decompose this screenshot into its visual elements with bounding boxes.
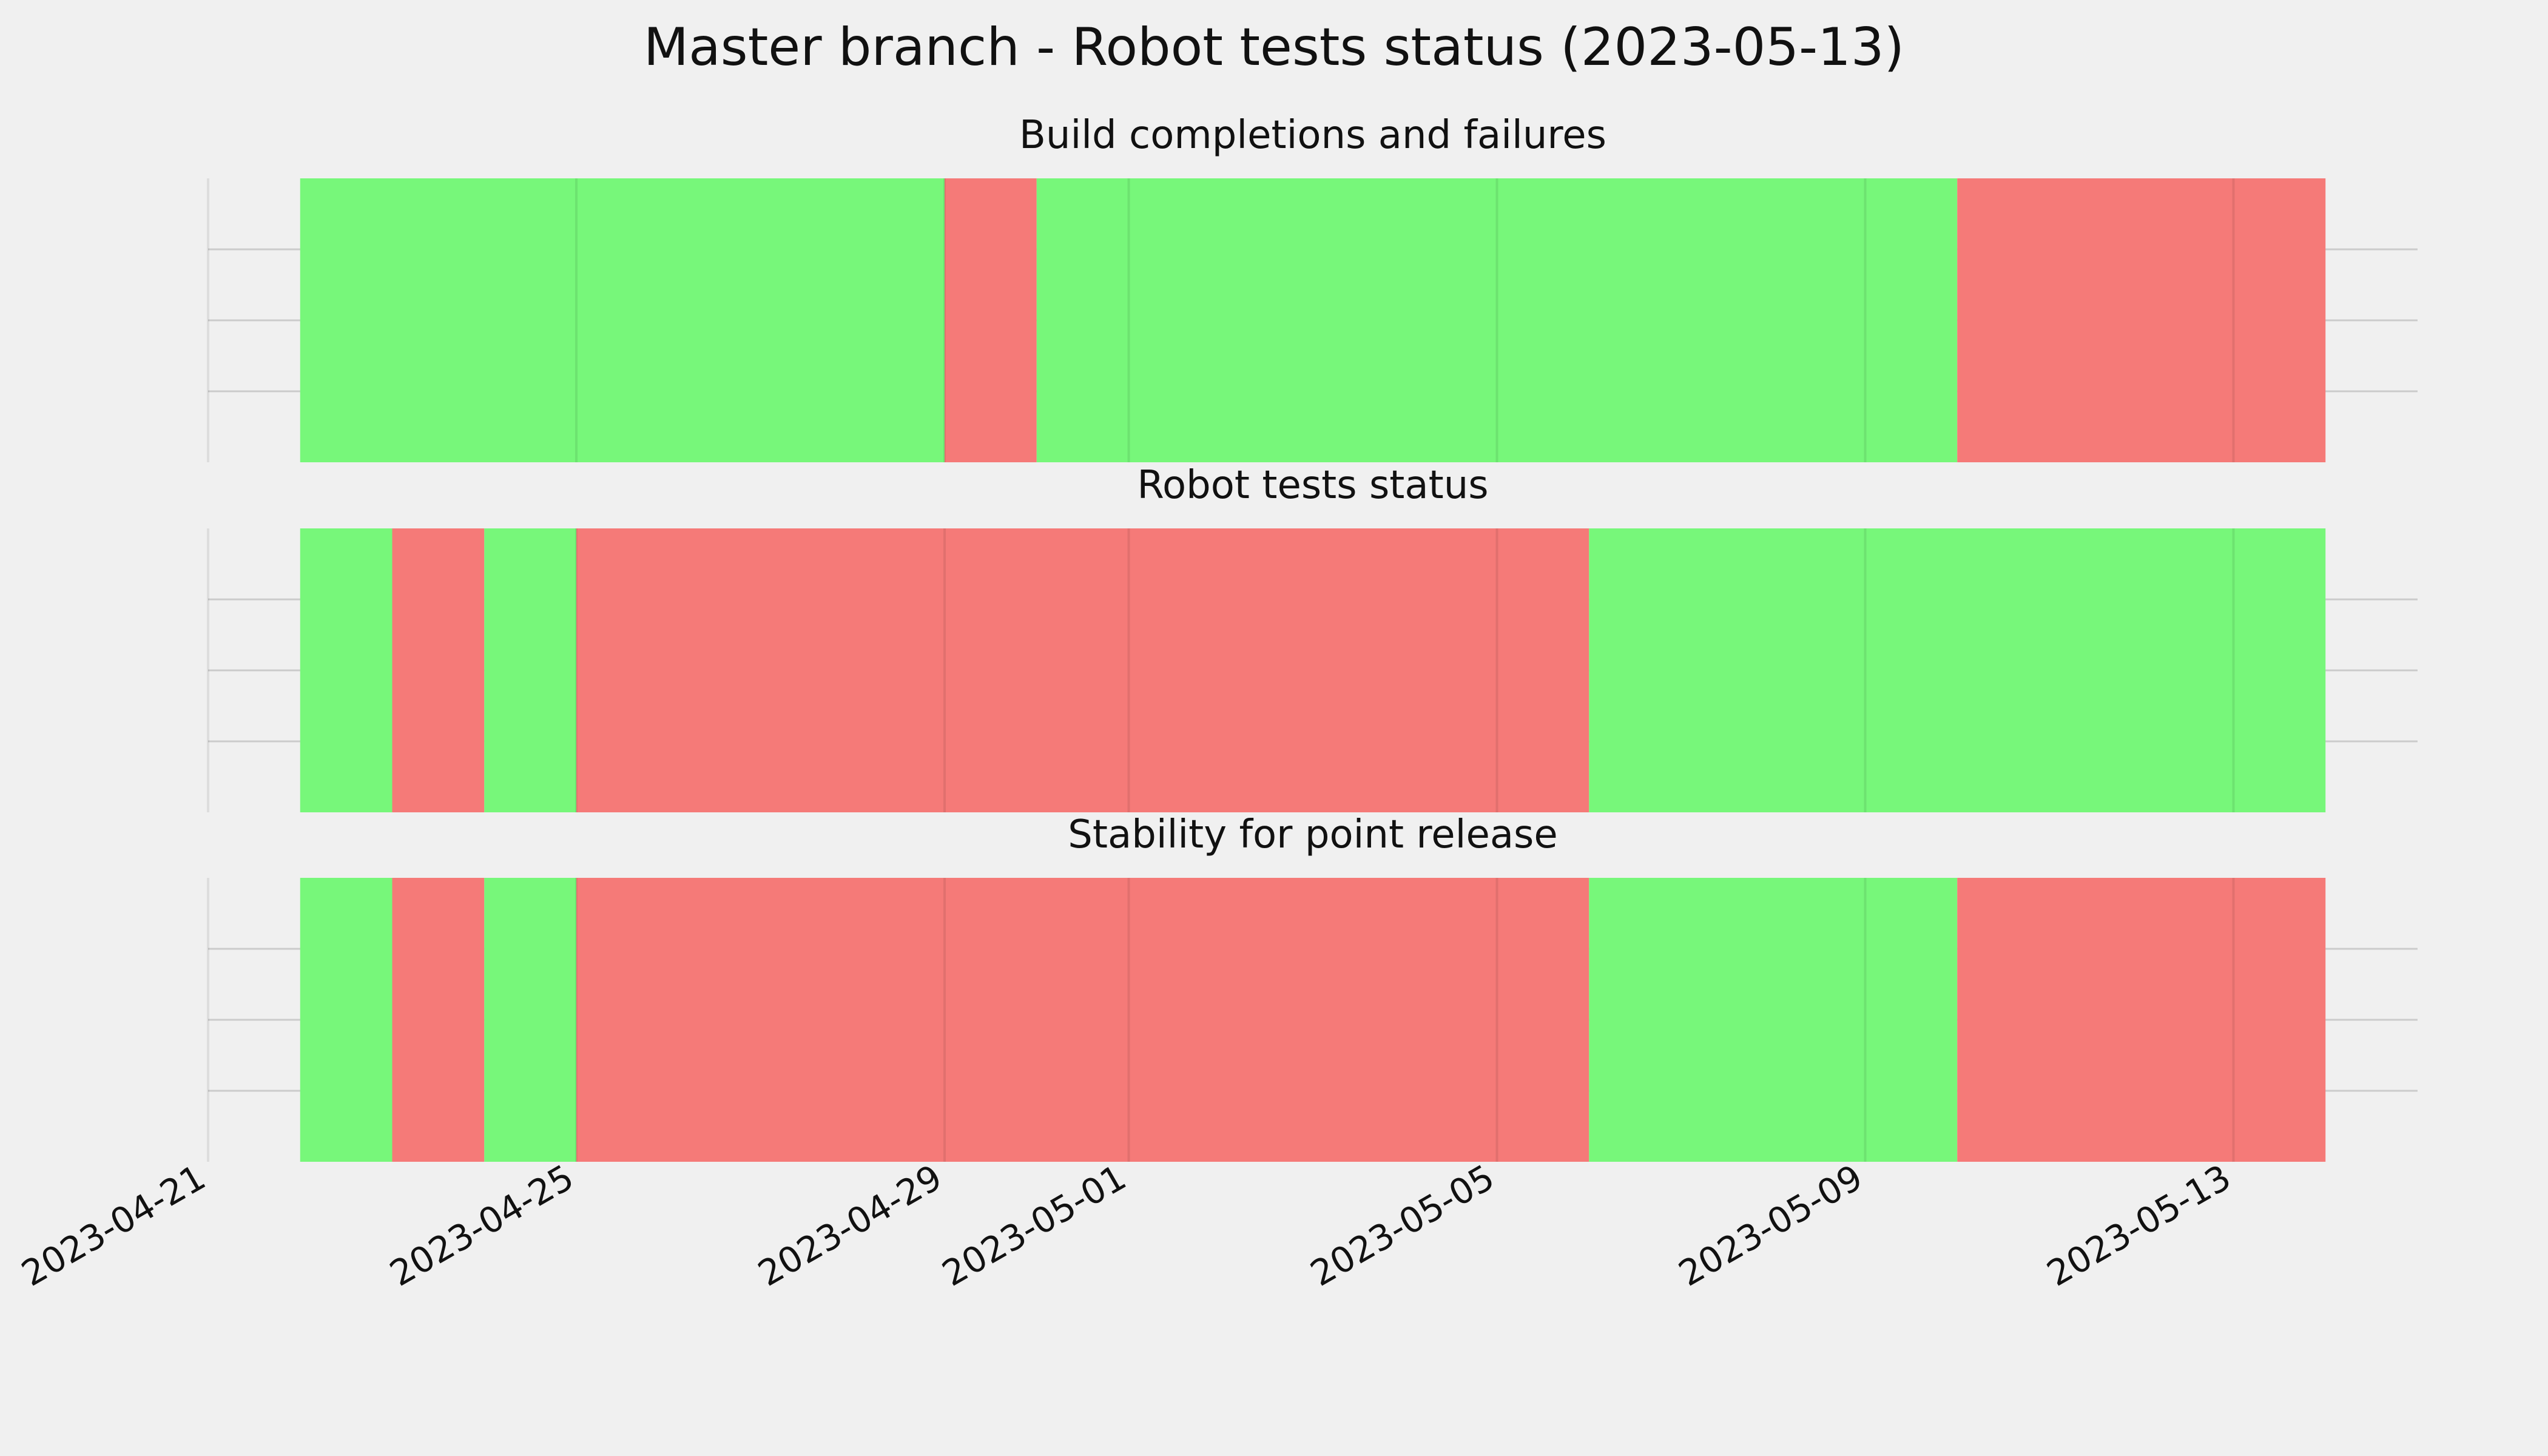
panel-title-robot-tests: Robot tests status [1137, 463, 1489, 508]
panel-1 [207, 528, 2418, 812]
x-tick-label: 2023-04-25 [383, 1156, 581, 1294]
status-segment-pass [484, 528, 576, 812]
x-tick-label: 2023-04-29 [751, 1156, 949, 1294]
panel-title-stability: Stability for point release [1068, 812, 1558, 857]
status-segment-fail [945, 178, 1037, 462]
x-tick-label: 2023-05-13 [2040, 1156, 2238, 1294]
panel-0 [207, 178, 2418, 462]
x-tick-label: 2023-04-21 [15, 1156, 212, 1294]
status-segment-fail [392, 878, 485, 1162]
status-segment-fail [576, 528, 1589, 812]
status-segment-fail [1957, 878, 2326, 1162]
panel-2 [207, 878, 2418, 1162]
status-segment-pass [1036, 178, 1958, 462]
x-tick-label: 2023-05-05 [1304, 1156, 1502, 1294]
panel-title-build: Build completions and failures [1019, 113, 1606, 158]
status-segment-fail [1957, 178, 2326, 462]
status-segment-pass [300, 528, 393, 812]
status-segment-pass [1589, 528, 2326, 812]
x-tick-label: 2023-05-09 [1672, 1156, 1870, 1294]
status-segment-pass [1589, 878, 1958, 1162]
status-segment-fail [576, 878, 1589, 1162]
status-segment-pass [484, 878, 576, 1162]
status-segment-pass [300, 878, 393, 1162]
status-segment-fail [392, 528, 485, 812]
chart-title: Master branch - Robot tests status (2023… [643, 17, 1905, 78]
x-tick-label: 2023-05-01 [935, 1156, 1133, 1294]
status-segment-pass [300, 178, 945, 462]
